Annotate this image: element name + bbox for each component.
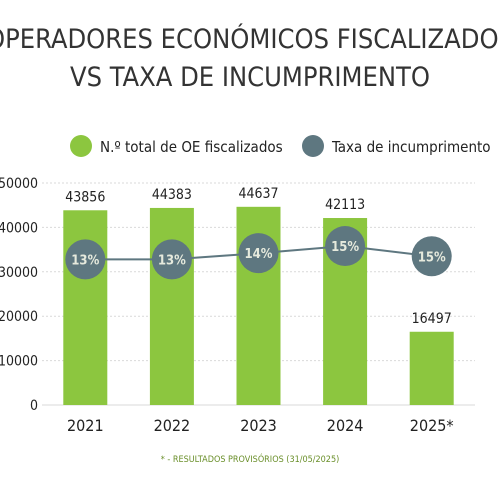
bar <box>149 207 194 405</box>
bar-value-label: 42113 <box>325 197 365 213</box>
chart-title-line-2: VS TAXA DE INCUMPRIMENTO <box>70 62 430 93</box>
legend-label-line: Taxa de incumprimento <box>331 138 491 156</box>
rate-marker <box>238 233 279 274</box>
x-tick-label: 2024 <box>327 416 364 435</box>
x-axis-ticks: 2021 2022 2023 2024 2025* <box>67 416 454 435</box>
rate-markers: 13% 13% 14% 15% 15% <box>65 226 452 280</box>
footnote: * - RESULTADOS PROVISÓRIOS (31/05/2025) <box>161 453 340 465</box>
rate-marker <box>325 226 366 267</box>
bar <box>409 331 454 405</box>
bar-value-label: 16497 <box>412 311 452 327</box>
y-tick-label: 0 <box>30 398 38 414</box>
y-axis-ticks: 0 10000 20000 30000 40000 50000 <box>0 176 38 414</box>
y-tick-label: 50000 <box>0 176 38 192</box>
rate-marker <box>65 239 106 280</box>
rate-marker-label: 13% <box>71 253 99 268</box>
y-tick-label: 40000 <box>0 220 38 236</box>
rate-marker-label: 13% <box>158 253 186 268</box>
bar-value-label: 44637 <box>238 186 278 202</box>
legend-swatch-bars <box>70 135 92 157</box>
x-tick-label: 2025* <box>410 416 454 435</box>
y-tick-label: 30000 <box>0 265 38 281</box>
chart-title: OPERADORES ECONÓMICOS FISCALIZADOS VS TA… <box>0 23 500 93</box>
bar-value-label: 43856 <box>65 189 105 205</box>
bar-value-label: 44383 <box>152 187 192 203</box>
rate-marker <box>411 236 452 277</box>
rate-marker-label: 15% <box>331 240 359 255</box>
x-tick-label: 2022 <box>154 416 191 435</box>
bar-data-labels: 43856 44383 44637 42113 16497 <box>65 186 451 327</box>
x-tick-label: 2021 <box>67 416 104 435</box>
rate-marker-label: 15% <box>418 250 446 265</box>
legend-label-bars: N.º total de OE fiscalizados <box>100 138 283 156</box>
y-tick-label: 20000 <box>0 309 38 325</box>
legend-swatch-line <box>302 135 324 157</box>
x-tick-label: 2023 <box>240 416 277 435</box>
y-tick-label: 10000 <box>0 354 38 370</box>
rate-marker <box>151 239 192 280</box>
chart-title-line-1: OPERADORES ECONÓMICOS FISCALIZADOS <box>0 23 500 55</box>
legend: N.º total de OE fiscalizados Taxa de inc… <box>70 135 491 157</box>
rate-marker-label: 14% <box>245 247 273 262</box>
